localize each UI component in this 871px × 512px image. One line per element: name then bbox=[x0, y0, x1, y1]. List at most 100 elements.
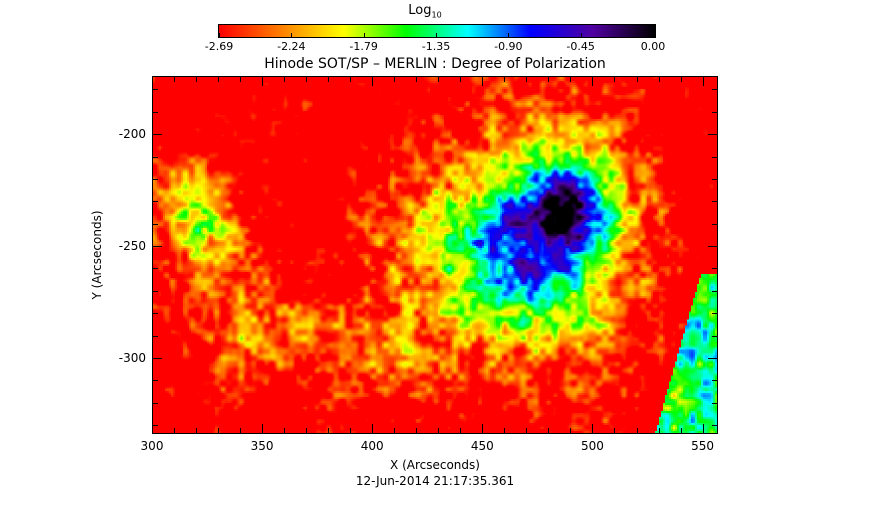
y-minor-tick bbox=[152, 201, 158, 203]
x-minor-tick bbox=[658, 76, 660, 82]
x-major-tick bbox=[262, 424, 264, 434]
x-minor-tick bbox=[636, 428, 638, 434]
x-major-tick bbox=[372, 424, 374, 434]
x-minor-tick bbox=[394, 76, 396, 82]
x-minor-tick bbox=[504, 76, 506, 82]
y-minor-tick bbox=[712, 268, 718, 270]
x-minor-tick bbox=[614, 428, 616, 434]
x-minor-tick bbox=[570, 428, 572, 434]
y-minor-tick bbox=[152, 290, 158, 292]
colorbar bbox=[218, 24, 656, 38]
x-minor-tick bbox=[174, 76, 176, 82]
x-minor-tick bbox=[460, 428, 462, 434]
x-minor-tick bbox=[614, 76, 616, 82]
y-tick-label: -300 bbox=[118, 350, 146, 365]
x-minor-tick bbox=[174, 428, 176, 434]
colorbar-title-subscript: 10 bbox=[431, 10, 442, 20]
colorbar-tick-mark bbox=[436, 33, 437, 37]
x-minor-tick bbox=[218, 428, 220, 434]
y-minor-tick bbox=[712, 313, 718, 315]
x-minor-tick bbox=[240, 428, 242, 434]
x-major-tick bbox=[482, 424, 484, 434]
colorbar-tick-label: -0.90 bbox=[494, 40, 523, 53]
x-tick-label: 450 bbox=[470, 439, 494, 453]
x-tick-label: 350 bbox=[250, 439, 274, 453]
y-minor-tick bbox=[152, 268, 158, 270]
y-minor-tick bbox=[152, 89, 158, 91]
x-minor-tick bbox=[460, 76, 462, 82]
x-minor-tick bbox=[680, 76, 682, 82]
y-minor-tick bbox=[712, 178, 718, 180]
x-major-tick bbox=[152, 76, 153, 86]
colorbar-tick-label: -0.45 bbox=[566, 40, 595, 53]
x-minor-tick bbox=[636, 76, 638, 82]
x-minor-tick bbox=[416, 76, 418, 82]
y-minor-tick bbox=[152, 111, 158, 113]
y-minor-tick bbox=[712, 425, 718, 427]
x-minor-tick bbox=[196, 76, 198, 82]
x-minor-tick bbox=[658, 428, 660, 434]
colorbar-gradient bbox=[219, 25, 655, 37]
y-minor-tick bbox=[712, 402, 718, 404]
y-minor-tick bbox=[152, 313, 158, 315]
x-minor-tick bbox=[548, 428, 550, 434]
x-tick-label: 400 bbox=[360, 439, 384, 453]
colorbar-tick-label: -1.79 bbox=[349, 40, 378, 53]
colorbar-title-text: Log bbox=[408, 3, 432, 18]
x-major-tick bbox=[592, 424, 594, 434]
x-minor-tick bbox=[416, 428, 418, 434]
y-major-tick bbox=[152, 134, 162, 136]
colorbar-tick-label: -2.24 bbox=[277, 40, 306, 53]
x-major-tick bbox=[592, 76, 594, 86]
y-tick-label: -250 bbox=[118, 239, 146, 254]
x-minor-tick bbox=[526, 428, 528, 434]
x-axis-label: X (Arcseconds) bbox=[390, 458, 480, 472]
y-major-tick bbox=[708, 357, 718, 359]
x-minor-tick bbox=[504, 428, 506, 434]
x-minor-tick bbox=[438, 76, 440, 82]
colorbar-tick-label: -2.69 bbox=[204, 40, 234, 53]
y-major-tick bbox=[152, 357, 162, 359]
x-major-tick bbox=[702, 76, 704, 86]
x-minor-tick bbox=[526, 76, 528, 82]
colorbar-tick-mark bbox=[508, 33, 510, 37]
y-axis-label: Y (Arcseconds) bbox=[90, 210, 104, 300]
timestamp: 12-Jun-2014 21:17:35.361 bbox=[355, 474, 515, 488]
y-minor-tick bbox=[712, 335, 718, 337]
x-minor-tick bbox=[438, 428, 440, 434]
y-minor-tick bbox=[712, 156, 718, 158]
colorbar-tick-mark bbox=[219, 33, 220, 37]
x-minor-tick bbox=[350, 76, 352, 82]
x-major-tick bbox=[152, 424, 153, 434]
polarization-map-image bbox=[153, 77, 717, 433]
colorbar-tick-label: -1.35 bbox=[421, 40, 451, 53]
colorbar-tick-mark bbox=[291, 33, 293, 37]
colorbar-tick-mark bbox=[363, 33, 365, 37]
x-minor-tick bbox=[570, 76, 572, 82]
x-minor-tick bbox=[306, 76, 308, 82]
x-tick-label: 500 bbox=[581, 439, 604, 453]
x-minor-tick bbox=[284, 428, 286, 434]
plot-title: Hinode SOT/SP – MERLIN : Degree of Polar… bbox=[264, 56, 606, 72]
y-minor-tick bbox=[712, 201, 718, 203]
x-major-tick bbox=[372, 76, 374, 86]
x-tick-label: 550 bbox=[691, 439, 715, 453]
plot-area bbox=[152, 76, 718, 434]
x-minor-tick bbox=[680, 428, 682, 434]
x-minor-tick bbox=[196, 428, 198, 434]
x-major-tick bbox=[482, 76, 484, 86]
colorbar-title: Log10 bbox=[395, 3, 455, 20]
x-major-tick bbox=[262, 76, 264, 86]
x-major-tick bbox=[702, 424, 704, 434]
x-minor-tick bbox=[350, 428, 352, 434]
x-minor-tick bbox=[548, 76, 550, 82]
y-minor-tick bbox=[152, 223, 158, 225]
y-minor-tick bbox=[712, 223, 718, 225]
y-minor-tick bbox=[152, 380, 158, 382]
y-minor-tick bbox=[152, 178, 158, 180]
y-minor-tick bbox=[152, 156, 158, 158]
x-minor-tick bbox=[394, 428, 396, 434]
colorbar-tick-mark bbox=[580, 33, 582, 37]
y-major-tick bbox=[152, 246, 162, 248]
x-minor-tick bbox=[240, 76, 242, 82]
